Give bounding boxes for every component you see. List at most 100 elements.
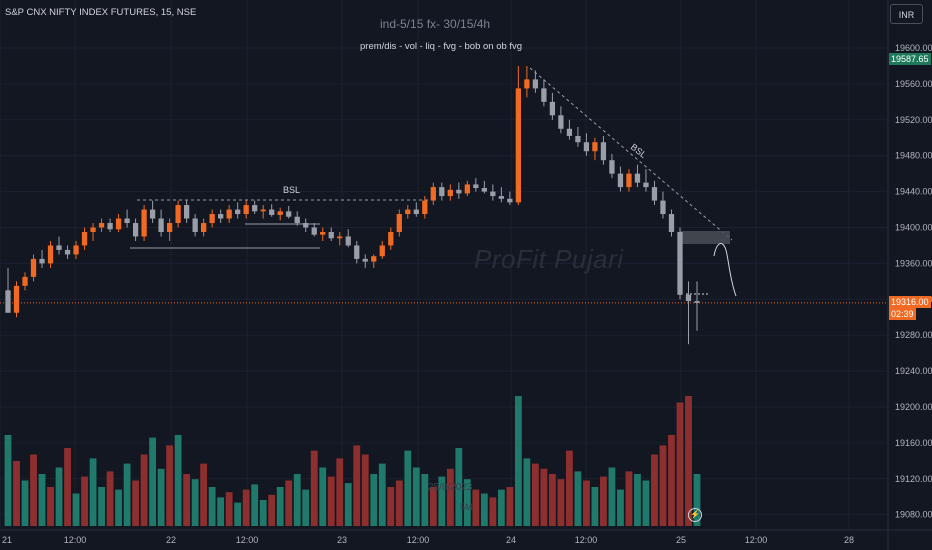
volume-bar bbox=[608, 467, 616, 526]
volume-bar bbox=[531, 463, 539, 526]
x-tick-label: 28 bbox=[844, 535, 854, 545]
candle-body bbox=[694, 301, 700, 303]
bar-countdown: 02:39 bbox=[889, 308, 916, 320]
candle-body bbox=[456, 189, 462, 194]
candle-body bbox=[303, 223, 309, 228]
volume-bar bbox=[480, 493, 488, 526]
volume-bar bbox=[268, 494, 276, 526]
candle-body bbox=[166, 223, 173, 232]
volume-bar bbox=[685, 396, 692, 526]
volume-bar bbox=[242, 489, 250, 526]
y-tick-label: 19480.00 bbox=[895, 151, 932, 161]
candle-body bbox=[541, 88, 547, 102]
volume-bar bbox=[72, 493, 80, 526]
x-tick-label: 24 bbox=[506, 535, 516, 545]
volume-bar bbox=[370, 474, 378, 526]
candle-body bbox=[668, 214, 675, 232]
volume-bar bbox=[651, 454, 658, 526]
volume-bar bbox=[302, 489, 310, 526]
x-tick-label: 12:00 bbox=[575, 535, 598, 545]
y-tick-label: 19520.00 bbox=[895, 115, 932, 125]
candle-body bbox=[600, 142, 607, 161]
candle-body bbox=[90, 227, 96, 232]
candle-body bbox=[447, 189, 453, 197]
volume-bar bbox=[251, 484, 259, 526]
volume-bar bbox=[566, 450, 573, 526]
candle-body bbox=[115, 218, 122, 230]
volume-bar bbox=[157, 468, 165, 526]
volume-bar bbox=[285, 480, 293, 526]
volume-bar bbox=[319, 467, 327, 526]
volume-bar bbox=[174, 435, 182, 526]
candle-body bbox=[226, 209, 232, 219]
y-tick-label: 19560.00 bbox=[895, 79, 932, 89]
volume-bar bbox=[446, 468, 454, 526]
volume-bar bbox=[13, 461, 20, 526]
candle-body bbox=[5, 290, 11, 313]
bsl-left-label: BSL bbox=[283, 185, 300, 195]
currency-button[interactable]: INR bbox=[890, 4, 923, 24]
volume-bar bbox=[81, 476, 88, 526]
volume-bar bbox=[617, 489, 624, 526]
volume-bar bbox=[429, 487, 437, 526]
volume-bar bbox=[591, 487, 599, 526]
flash-icon[interactable]: ⚡ bbox=[688, 508, 702, 522]
x-tick-label: 23 bbox=[337, 535, 347, 545]
volume-bar bbox=[600, 476, 607, 526]
candle-body bbox=[609, 160, 615, 174]
last-price-tag: 19316.00 bbox=[889, 296, 931, 308]
candle-body bbox=[328, 231, 334, 239]
candle-body bbox=[39, 258, 45, 264]
symbol-title[interactable]: S&P CNX NIFTY INDEX FUTURES, 15, NSE bbox=[5, 7, 197, 18]
volume-bar bbox=[353, 445, 361, 526]
candle-body bbox=[294, 216, 300, 224]
candle-body bbox=[124, 218, 130, 224]
volume-bar bbox=[21, 480, 29, 526]
volume-bar bbox=[98, 487, 105, 526]
volume-bar bbox=[387, 487, 395, 526]
volume-bar bbox=[421, 474, 429, 526]
candle-body bbox=[413, 209, 419, 215]
volume-bar bbox=[634, 474, 641, 526]
volume-bar bbox=[191, 479, 199, 526]
x-tick-label: 12:00 bbox=[407, 535, 430, 545]
projection-path bbox=[713, 242, 737, 297]
candle-body bbox=[141, 209, 147, 237]
volume-bar bbox=[310, 450, 318, 526]
volume-bar bbox=[106, 471, 114, 526]
high-price-tag: 19587.65 bbox=[889, 53, 931, 65]
y-tick-label: 19440.00 bbox=[895, 187, 932, 197]
volume-bar bbox=[123, 463, 131, 526]
y-tick-label: 19200.00 bbox=[895, 402, 932, 412]
candle-body bbox=[149, 209, 156, 219]
volume-bar bbox=[217, 497, 225, 526]
y-tick-label: 19400.00 bbox=[895, 223, 932, 233]
candle-body bbox=[81, 231, 88, 246]
x-tick-label: 21 bbox=[2, 535, 12, 545]
candle-body bbox=[490, 191, 496, 197]
volume-bar bbox=[514, 396, 522, 526]
volume-bar bbox=[115, 489, 122, 526]
y-tick-label: 19600.00 bbox=[895, 43, 932, 53]
candle-body bbox=[320, 231, 326, 235]
volume-bar bbox=[404, 450, 412, 526]
x-tick-label: 25 bbox=[676, 535, 686, 545]
volume-bar bbox=[395, 480, 403, 526]
candle-body bbox=[337, 236, 343, 239]
indicator-legend: prem/dis - vol - liq - fvg - bob on ob f… bbox=[360, 41, 523, 52]
candle-body bbox=[269, 209, 275, 215]
volume-bar bbox=[166, 445, 174, 526]
candle-body bbox=[192, 218, 198, 232]
volume-bar bbox=[497, 489, 505, 526]
candle-body bbox=[524, 79, 530, 89]
candle-body bbox=[132, 223, 139, 237]
candle-body bbox=[464, 184, 470, 194]
candle-body bbox=[422, 200, 428, 215]
x-tick-label: 22 bbox=[166, 535, 176, 545]
fvg-zone-box bbox=[680, 231, 730, 244]
candle-body bbox=[73, 245, 79, 255]
bsl-right-dashed-line bbox=[529, 67, 733, 241]
candle-body bbox=[260, 209, 266, 212]
candle-body bbox=[371, 256, 377, 262]
